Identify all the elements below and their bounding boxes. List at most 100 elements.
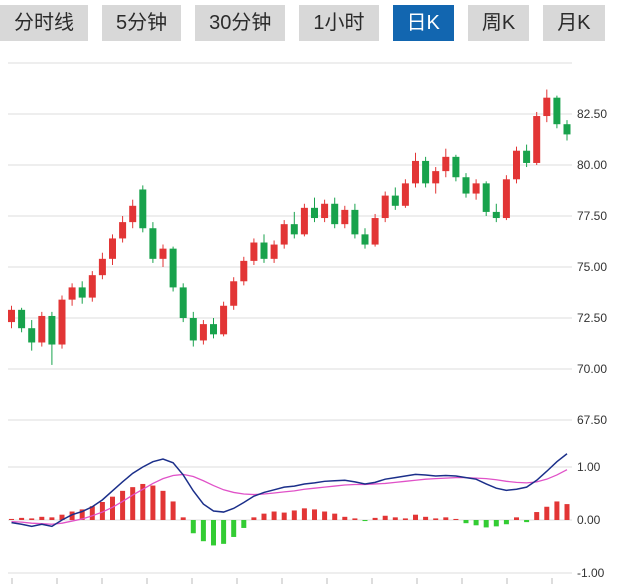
candle-body <box>8 309 15 323</box>
dif-line <box>11 453 568 528</box>
macd-histogram-bar <box>524 520 530 523</box>
candle-body <box>391 195 399 206</box>
macd-histogram-bar <box>301 508 307 520</box>
macd-histogram-bar <box>271 511 277 520</box>
macd-histogram-bar <box>59 514 65 520</box>
candle-body <box>290 224 298 235</box>
tab-timeline[interactable]: 分时线 <box>0 5 88 41</box>
candle-body <box>543 97 551 117</box>
macd-histogram-bar <box>514 517 519 520</box>
macd-histogram-bar <box>433 518 439 520</box>
candle-body <box>452 156 460 178</box>
tab-5min[interactable]: 5分钟 <box>102 5 182 41</box>
candle-body <box>58 299 66 345</box>
candle-body <box>270 244 278 259</box>
macd-histogram-bar <box>544 506 550 520</box>
macd-histogram-bar <box>564 504 570 520</box>
candle-body <box>321 203 329 219</box>
candle-body <box>442 156 450 172</box>
tab-daily-k[interactable]: 日K <box>392 5 454 41</box>
candle-body <box>533 116 541 163</box>
candle-body <box>523 150 531 163</box>
candle-body <box>78 287 86 298</box>
macd-histogram-bar <box>120 490 126 520</box>
macd-histogram-bar <box>200 520 206 542</box>
macd-histogram-bar <box>231 520 237 537</box>
candle-body <box>300 207 308 235</box>
candle-body <box>502 179 510 219</box>
macd-histogram-bar <box>463 520 469 524</box>
macd-histogram-bar <box>190 520 196 534</box>
price-axis-label: 70.00 <box>577 362 608 376</box>
price-axis-label: 77.50 <box>577 209 608 223</box>
candle-body <box>351 209 359 235</box>
macd-histogram-bar <box>534 512 540 520</box>
macd-histogram-bar <box>332 513 338 520</box>
tab-30min[interactable]: 30分钟 <box>195 5 286 41</box>
candle-body <box>48 315 56 345</box>
candle-body <box>563 124 571 135</box>
candle-body <box>220 305 228 335</box>
macd-histogram-bar <box>110 496 115 520</box>
tab-monthly-k[interactable]: 月K <box>543 5 605 41</box>
macd-histogram-bar <box>180 517 186 520</box>
candle-body <box>331 203 339 225</box>
candle-body <box>482 183 490 212</box>
macd-axis-label: 0.00 <box>577 513 601 527</box>
macd-histogram-bar <box>241 520 247 528</box>
macd-histogram-bar <box>251 517 257 520</box>
candle-body <box>412 160 419 184</box>
macd-histogram-bar <box>483 520 489 528</box>
macd-histogram-bar <box>281 512 287 520</box>
candle-body <box>98 258 106 276</box>
candle-body <box>371 218 379 245</box>
candle-body <box>189 318 197 341</box>
macd-histogram-bar <box>291 510 297 520</box>
candle-body <box>18 309 26 329</box>
macd-histogram-bar <box>160 490 166 520</box>
macd-histogram-bar <box>554 501 560 520</box>
price-axis-label: 67.50 <box>577 413 608 427</box>
candle-body <box>119 222 127 239</box>
macd-histogram-bar <box>170 501 176 520</box>
macd-histogram-bar <box>29 518 35 520</box>
macd-histogram-bar <box>79 509 85 520</box>
candle-body <box>68 287 76 300</box>
dea-line <box>11 469 568 525</box>
macd-histogram-bar <box>69 511 75 520</box>
tab-1hour[interactable]: 1小时 <box>299 5 379 41</box>
candle-body <box>230 281 238 306</box>
candle-body <box>179 287 187 318</box>
macd-histogram-bar <box>413 514 418 520</box>
macd-histogram-bar <box>19 517 25 520</box>
macd-histogram-bar <box>453 518 459 520</box>
macd-histogram-bar <box>372 517 378 520</box>
candle-body <box>159 248 167 259</box>
candle-body <box>422 160 430 184</box>
macd-histogram-bar <box>140 483 146 520</box>
candle-body <box>38 315 46 343</box>
candle-body <box>28 328 36 343</box>
candle-body <box>432 171 440 184</box>
macd-axis-label: -1.00 <box>577 566 605 580</box>
candle-body <box>361 234 369 245</box>
candle-body <box>260 242 268 259</box>
period-tabbar: 分时线 5分钟 30分钟 1小时 日K 周K 月K <box>0 0 637 41</box>
candle-body <box>401 183 409 206</box>
price-axis-label: 72.50 <box>577 311 608 325</box>
macd-histogram-bar <box>382 515 388 520</box>
macd-histogram-bar <box>261 513 267 520</box>
price-axis-label: 75.00 <box>577 260 608 274</box>
macd-histogram-bar <box>89 506 95 520</box>
candle-body <box>381 195 389 219</box>
macd-histogram-bar <box>473 520 479 526</box>
macd-histogram-bar <box>402 518 408 520</box>
macd-histogram-bar <box>150 485 156 520</box>
macd-histogram-bar <box>352 518 358 520</box>
price-axis-label: 82.50 <box>577 107 608 121</box>
tab-weekly-k[interactable]: 周K <box>467 5 530 41</box>
candle-body <box>129 205 137 223</box>
macd-histogram-bar <box>130 487 136 520</box>
macd-histogram-bar <box>443 517 449 520</box>
